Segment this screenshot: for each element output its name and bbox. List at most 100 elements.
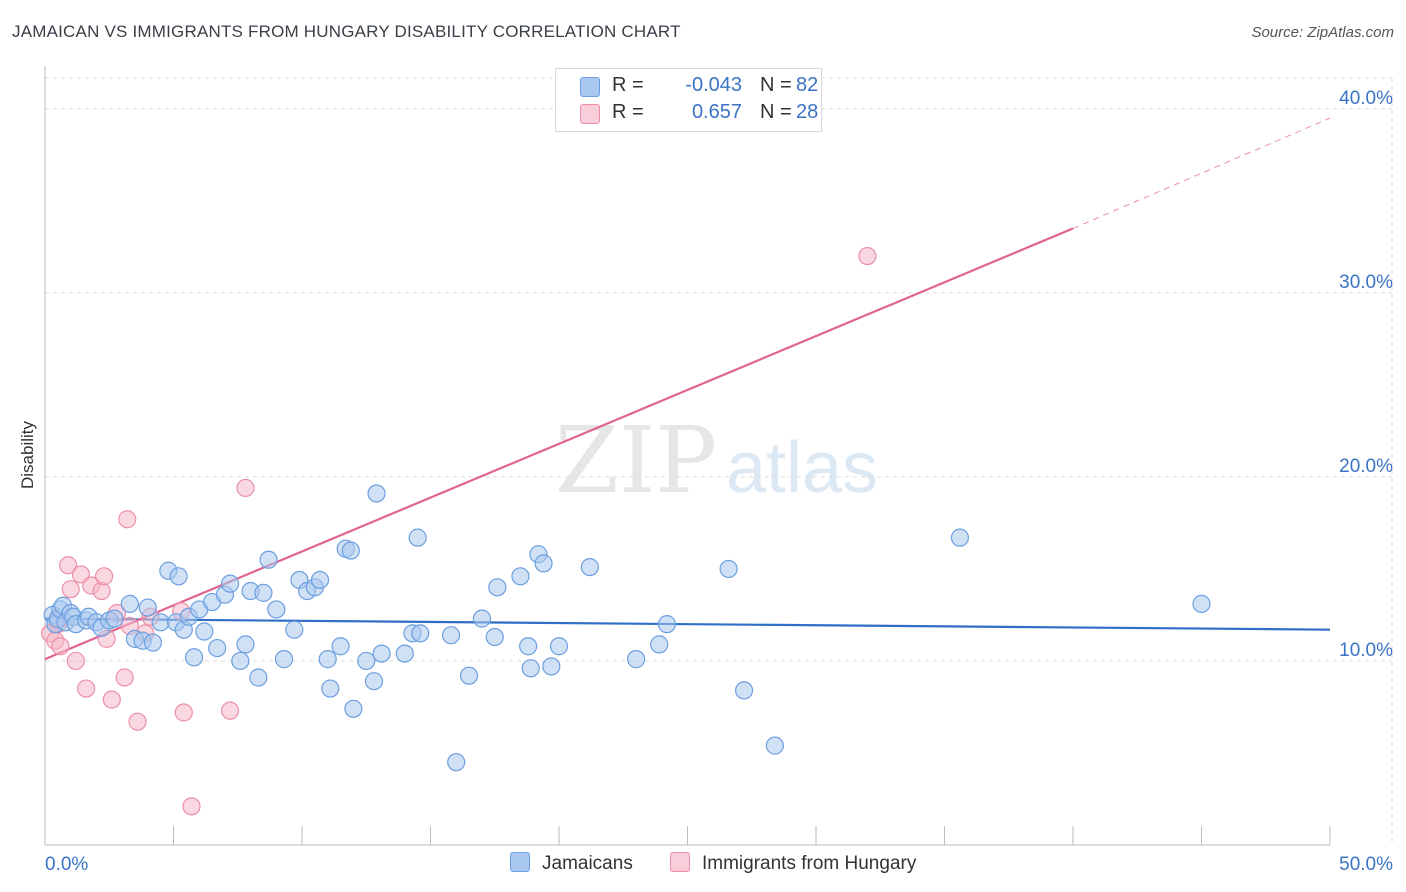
bottom-legend-swatch-blue	[510, 852, 530, 872]
point-jamaicans	[521, 659, 540, 678]
legend-n-label: N =	[760, 74, 792, 96]
point-jamaicans	[549, 637, 569, 656]
legend-n-label: N =	[760, 101, 792, 123]
bottom-legend-label: Jamaicans	[542, 853, 633, 874]
point-jamaicans	[519, 637, 538, 656]
point-jamaicans	[105, 609, 124, 628]
point-hungary	[118, 510, 137, 529]
trend-line-hungary	[44, 227, 1074, 661]
point-jamaicans	[408, 528, 427, 547]
point-hungary	[61, 580, 80, 599]
watermark: ZIP atlas	[555, 407, 878, 514]
point-jamaicans	[950, 528, 970, 547]
chart-title: JAMAICAN VS IMMIGRANTS FROM HUNGARY DISA…	[12, 22, 681, 41]
point-hungary	[51, 637, 70, 656]
point-jamaicans	[395, 644, 414, 663]
point-jamaicans	[341, 541, 360, 560]
source-label: Source: ZipAtlas.com	[1251, 24, 1394, 41]
point-jamaicans	[285, 620, 304, 639]
point-jamaicans	[441, 626, 461, 645]
legend-swatch-blue	[580, 77, 600, 97]
point-jamaicans	[657, 615, 677, 634]
point-jamaicans	[650, 635, 669, 654]
point-jamaicans	[626, 650, 646, 669]
point-jamaicans	[331, 637, 350, 656]
point-hungary	[236, 478, 255, 498]
point-jamaicans	[344, 699, 363, 718]
trend-line-hungary-extension	[1072, 117, 1331, 229]
point-jamaicans	[321, 679, 340, 698]
y-tick-label: 40.0%	[1339, 88, 1393, 109]
legend-box: R = -0.043 N = 82 R = 0.657 N = 28	[555, 68, 822, 132]
legend-n-value: 28	[796, 101, 819, 123]
point-jamaicans	[367, 484, 386, 503]
legend-swatch-pink	[580, 104, 600, 124]
point-jamaicans	[310, 570, 330, 590]
point-jamaicans	[220, 574, 240, 593]
x-tick-label: 0.0%	[45, 854, 88, 875]
legend-r-label: R =	[612, 101, 644, 123]
trend-lines	[44, 117, 1331, 661]
axes	[44, 66, 1331, 846]
point-jamaicans	[254, 583, 273, 602]
point-jamaicans	[511, 567, 530, 586]
point-jamaicans	[719, 559, 738, 579]
point-jamaicans	[274, 650, 294, 669]
x-tick-label: 50.0%	[1339, 854, 1393, 875]
grid-lines	[45, 77, 1393, 845]
point-jamaicans	[534, 554, 553, 573]
trend-line-jamaicans	[44, 617, 1331, 631]
point-jamaicans	[357, 651, 376, 671]
point-jamaicans	[411, 624, 430, 643]
point-jamaicans	[151, 613, 170, 632]
point-jamaicans	[364, 672, 384, 691]
point-jamaicans	[138, 598, 157, 617]
point-jamaicans	[249, 668, 268, 687]
point-jamaicans	[267, 600, 286, 619]
point-jamaicans	[765, 736, 784, 755]
y-tick-label: 20.0%	[1339, 456, 1393, 477]
watermark-atlas: atlas	[726, 428, 878, 508]
point-jamaicans	[143, 633, 163, 652]
point-jamaicans	[734, 681, 754, 700]
point-jamaicans	[184, 648, 204, 667]
point-jamaicans	[236, 635, 255, 654]
bottom-legend-jamaicans: Jamaicans	[510, 852, 633, 875]
bottom-legend-label: Immigrants from Hungary	[702, 853, 917, 874]
point-jamaicans	[195, 622, 214, 641]
legend-r-value: 0.657	[691, 101, 742, 123]
point-hungary	[182, 797, 201, 816]
y-tick-label: 30.0%	[1339, 272, 1393, 293]
point-hungary	[77, 679, 96, 698]
point-jamaicans	[372, 644, 391, 663]
point-jamaicans	[485, 627, 504, 647]
legend-n-value: 82	[796, 74, 819, 96]
point-jamaicans	[488, 578, 507, 597]
point-hungary	[95, 567, 114, 586]
point-jamaicans	[208, 638, 227, 658]
point-jamaicans	[542, 657, 561, 676]
point-jamaicans	[447, 753, 466, 772]
point-jamaicans	[580, 557, 599, 577]
point-hungary	[174, 703, 193, 722]
point-jamaicans	[1192, 594, 1211, 613]
point-jamaicans	[169, 567, 188, 586]
points-hungary	[41, 246, 877, 816]
point-jamaicans	[459, 666, 479, 685]
point-jamaicans	[318, 650, 337, 669]
bottom-legend-hungary: Immigrants from Hungary	[670, 852, 916, 875]
bottom-legend-swatch-pink	[670, 852, 690, 872]
watermark-zip: ZIP	[555, 407, 717, 514]
tick-labels: 10.0% 20.0% 30.0% 40.0% 0.0% 50.0%	[45, 88, 1393, 875]
point-hungary	[115, 668, 134, 687]
point-hungary	[92, 581, 111, 601]
legend-r-value: -0.043	[685, 74, 742, 96]
point-hungary	[66, 651, 85, 671]
points-jamaicans	[43, 484, 1211, 772]
legend-r-label: R =	[612, 74, 644, 96]
point-jamaicans	[120, 594, 139, 613]
point-hungary	[128, 712, 147, 731]
y-tick-label: 10.0%	[1339, 640, 1393, 661]
point-hungary	[59, 556, 78, 575]
